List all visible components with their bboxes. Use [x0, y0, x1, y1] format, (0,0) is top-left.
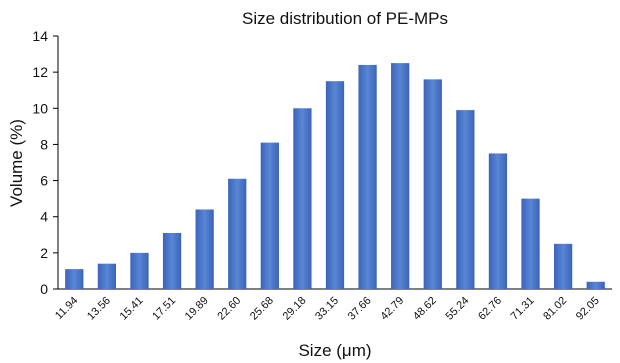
- x-tick-label: 37.66: [346, 295, 374, 323]
- bar: [130, 252, 149, 289]
- bar: [195, 209, 214, 289]
- x-tick-label: 33.15: [313, 295, 341, 323]
- y-axis-label: Volume (%): [7, 119, 26, 207]
- x-tick-label: 55.24: [444, 295, 472, 323]
- y-tick-label: 2: [40, 245, 48, 261]
- bar: [586, 281, 605, 289]
- bar: [358, 64, 377, 290]
- x-tick-label: 48.62: [411, 295, 439, 323]
- bar: [325, 81, 345, 289]
- x-tick-label: 15.41: [118, 295, 146, 323]
- y-tick-label: 12: [32, 64, 48, 80]
- chart-title: Size distribution of PE-MPs: [242, 9, 448, 28]
- bar: [521, 198, 540, 289]
- bar: [391, 63, 410, 289]
- x-tick-label: 42.79: [378, 295, 406, 323]
- y-tick-label: 14: [32, 28, 48, 44]
- bar: [293, 108, 312, 290]
- x-tick-label: 29.18: [281, 295, 309, 323]
- x-tick-label: 22.60: [215, 295, 243, 323]
- y-tick-label: 10: [32, 100, 48, 116]
- plot-area: 0 2 4 6 8 10 12 14 11.94 13.56 15.41 17.51 19.89 22.6…: [32, 28, 612, 323]
- bar: [456, 110, 475, 289]
- bar: [423, 79, 442, 289]
- x-axis-label: Size (μm): [298, 341, 371, 360]
- bar: [97, 263, 117, 289]
- x-tick-label: 62.76: [476, 295, 504, 323]
- bar: [488, 153, 508, 289]
- y-tick-label: 8: [40, 136, 48, 152]
- y-tick-label: 6: [40, 173, 48, 189]
- bar: [228, 178, 247, 289]
- x-tick-label: 25.68: [248, 295, 276, 323]
- x-tick-label: 17.51: [150, 295, 178, 323]
- x-tick-label: 71.31: [509, 295, 537, 323]
- x-tick-label: 13.56: [85, 295, 113, 323]
- bar: [162, 232, 182, 289]
- bar: [553, 243, 573, 289]
- bar: [65, 269, 84, 289]
- x-tick-label: 11.94: [53, 295, 80, 322]
- bar: [260, 142, 279, 289]
- x-tick-label: 81.02: [541, 295, 569, 323]
- y-tick-label: 0: [40, 281, 48, 297]
- y-tick-label: 4: [40, 209, 48, 225]
- x-tick-label: 19.89: [183, 295, 211, 323]
- x-tick-label: 92.05: [574, 295, 602, 323]
